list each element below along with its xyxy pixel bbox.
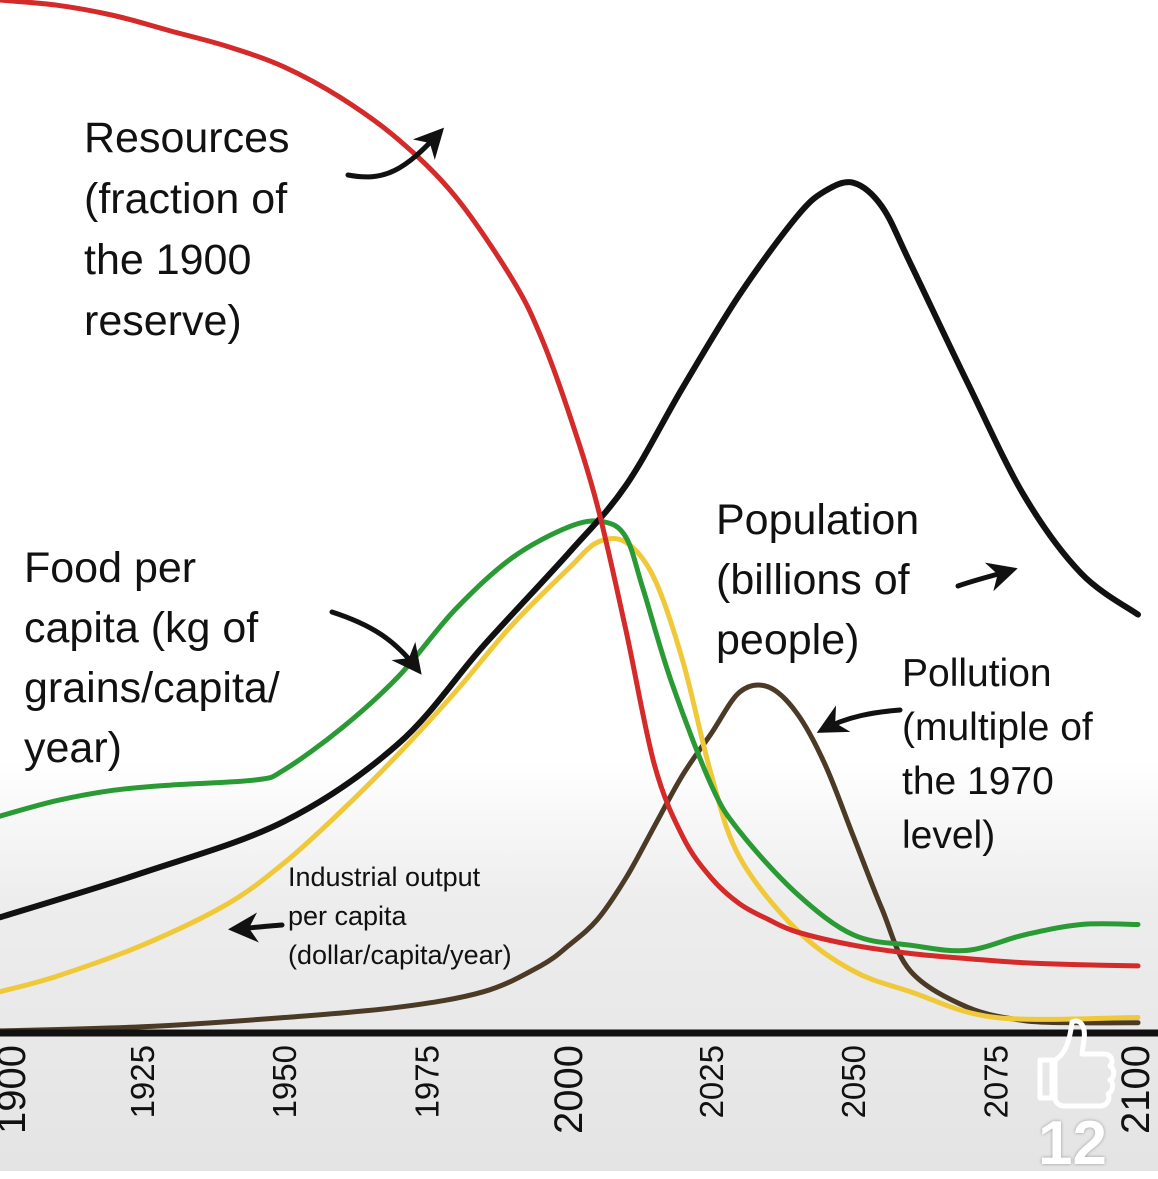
thumbs-up-icon[interactable] — [1030, 1010, 1120, 1170]
series-line-resources — [0, 0, 1141, 969]
annotation-line: year) — [24, 724, 122, 772]
arrow-food — [329, 609, 422, 675]
annotation-resources: Resources (fraction of the 1900 reserve) — [84, 114, 290, 345]
x-tick-label-2000: 2000 — [547, 1045, 591, 1134]
annotation-line: Population — [716, 496, 919, 544]
x-tick-label-1925: 1925 — [124, 1045, 161, 1118]
annotation-pollution: Pollution (multiple of the 1970 level) — [902, 652, 1093, 857]
x-tick-label-2075: 2075 — [977, 1045, 1014, 1118]
annotation-line: per capita — [288, 901, 408, 931]
arrow-population — [955, 562, 1018, 592]
annotation-line: level) — [902, 814, 995, 857]
x-tick-label-2025: 2025 — [693, 1045, 730, 1118]
annotation-industrial-output: Industrial output per capita (dollar/capit… — [288, 862, 512, 970]
annotation-line: (multiple of — [902, 706, 1093, 749]
x-tick-label-1900: 1900 — [0, 1045, 34, 1134]
annotation-food-per-capita: Food per capita (kg of grains/capita/year) — [24, 544, 280, 772]
arrow-resources — [345, 127, 445, 180]
annotation-line: people) — [716, 616, 859, 664]
annotation-line: Food per — [24, 544, 196, 592]
annotation-line: (dollar/capita/year) — [288, 940, 512, 970]
arrow-pollution — [816, 705, 903, 733]
annotation-line: Industrial output — [288, 862, 481, 892]
x-tick-label-1975: 1975 — [408, 1045, 445, 1118]
annotation-line: grains/capita/ — [24, 664, 280, 712]
annotation-line: the 1970 — [902, 760, 1054, 803]
annotation-line: capita (kg of — [24, 604, 259, 652]
annotation-population: Population (billions of people) — [716, 496, 919, 664]
arrow-industrial — [228, 912, 285, 943]
annotation-line: (fraction of — [84, 175, 288, 223]
series-line-food-per-capita — [0, 518, 1141, 954]
annotation-line: (billions of — [716, 556, 911, 604]
x-tick-label-2050: 2050 — [835, 1045, 872, 1118]
series-line-industrial-output — [0, 535, 1141, 1022]
annotation-line: reserve) — [84, 297, 242, 345]
x-tick-label-2100: 2100 — [1114, 1045, 1158, 1134]
annotation-line: Pollution — [902, 652, 1052, 695]
annotation-line: Resources — [84, 114, 290, 162]
series-line-population — [0, 179, 1141, 921]
like-count: 12 — [1038, 1109, 1107, 1178]
x-tick-label-1950: 1950 — [266, 1045, 303, 1118]
annotation-line: the 1900 — [84, 236, 251, 284]
